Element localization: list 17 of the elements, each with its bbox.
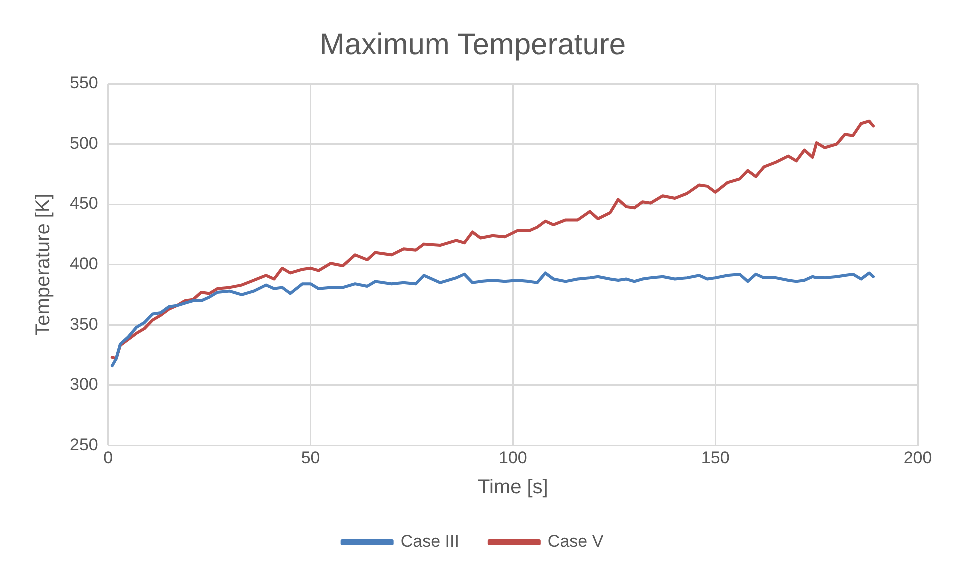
y-tick-label: 250 (70, 435, 98, 454)
legend-label: Case V (548, 532, 604, 552)
x-tick-label: 100 (498, 448, 528, 468)
x-tick-label: 50 (301, 448, 320, 468)
y-tick-label: 550 (70, 74, 98, 93)
y-tick-label: 300 (70, 375, 98, 394)
chart-title: Maximum Temperature (320, 28, 626, 62)
x-tick-label: 150 (701, 448, 730, 468)
x-tick-label: 0 (104, 448, 114, 468)
x-tick-label: 200 (904, 448, 932, 468)
legend-label: Case III (400, 532, 460, 552)
y-tick-label: 450 (70, 194, 98, 214)
x-axis-title: Time [s] (478, 476, 548, 499)
y-axis-title: Temperature [K] (32, 194, 55, 336)
y-tick-label: 350 (70, 314, 98, 334)
y-tick-label: 400 (70, 254, 98, 274)
y-tick-label: 500 (70, 134, 98, 153)
